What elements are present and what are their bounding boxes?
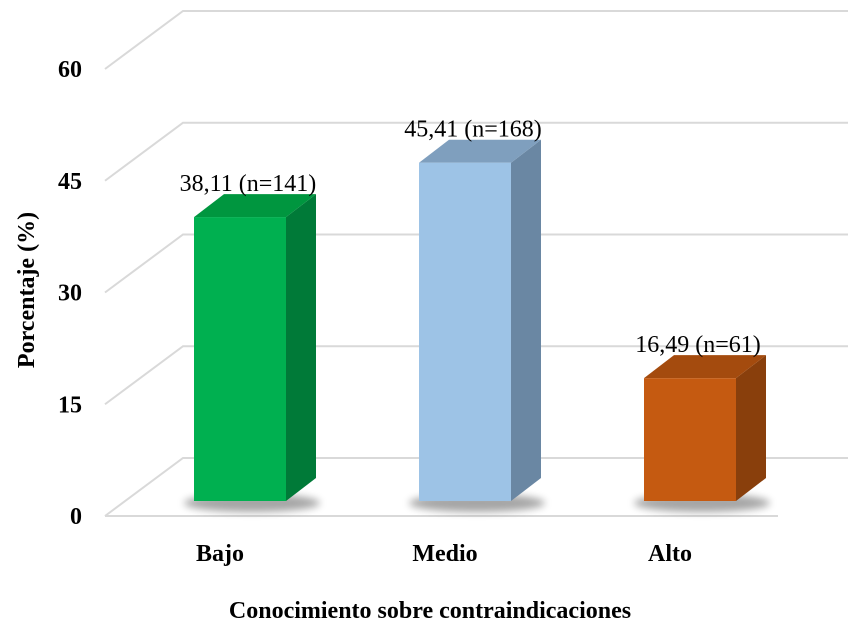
bar-side: [511, 139, 541, 501]
bars: 38,11 (n=141) 45,41 (n=168) 16,49 (n=61): [180, 117, 770, 512]
bar-top: [419, 139, 541, 163]
bar: [194, 217, 286, 501]
gridline: [104, 10, 848, 70]
data-label: 45,41 (n=168): [404, 117, 542, 143]
gridline: [104, 457, 848, 517]
bar-top: [644, 355, 766, 379]
y-tick-label: 15: [58, 392, 82, 418]
y-axis-ticks: 0 15 30 45 60: [58, 57, 82, 530]
bar: [419, 162, 511, 501]
data-label: 16,49 (n=61): [635, 332, 761, 358]
bar-side: [286, 194, 316, 501]
x-tick-label: Alto: [648, 541, 692, 567]
bar: [644, 378, 736, 501]
gridlines: [104, 10, 848, 517]
x-axis-categories: Bajo Medio Alto: [196, 541, 692, 567]
data-label: 38,11 (n=141): [180, 171, 317, 197]
y-axis-title: Porcentaje (%): [14, 212, 40, 368]
bar-side: [736, 355, 766, 501]
y-tick-label: 45: [58, 169, 82, 195]
gridline: [104, 233, 848, 294]
y-tick-label: 60: [58, 57, 82, 83]
bar-top: [194, 194, 316, 218]
x-axis-title: Conocimiento sobre contraindicaciones: [229, 598, 631, 624]
y-tick-label: 30: [58, 281, 82, 307]
gridline: [104, 121, 848, 182]
y-tick-label: 0: [70, 504, 82, 530]
x-tick-label: Medio: [412, 541, 477, 567]
gridline: [104, 345, 848, 406]
x-tick-label: Bajo: [196, 541, 244, 567]
